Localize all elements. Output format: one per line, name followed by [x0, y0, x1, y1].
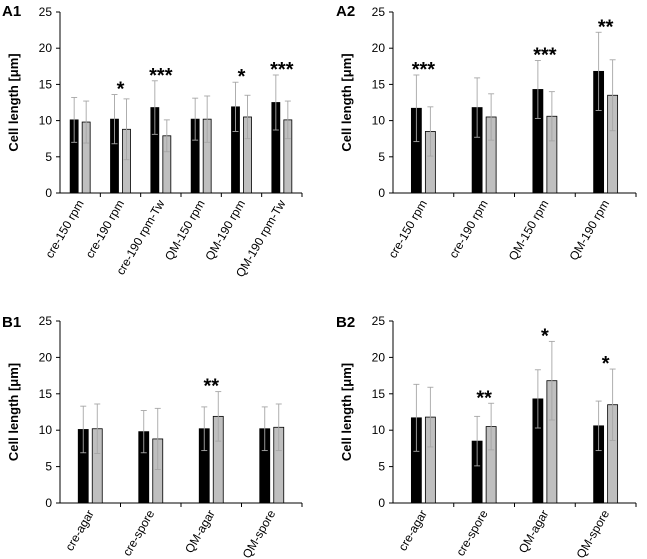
y-axis-label: Cell length [μm]	[6, 363, 21, 461]
y-axis-label: Cell length [μm]	[339, 363, 354, 461]
y-tick-label: 25	[39, 5, 53, 19]
significance-marker: *	[602, 353, 610, 375]
y-tick-label: 5	[378, 460, 385, 474]
category-label: QM-spore	[240, 507, 279, 559]
y-axis-label: Cell length [μm]	[339, 53, 354, 151]
category-label: cre-agar	[62, 508, 96, 554]
panel-a1: A1 0 5 10 15 20 25 Cell length [μm] cre-150 rpm…	[2, 3, 303, 280]
category-label: cre-150 rpm	[42, 197, 86, 260]
y-tick-label: 5	[45, 460, 52, 474]
category-label: QM-190 rpm	[566, 198, 612, 263]
y-axis-label: Cell length [μm]	[6, 53, 21, 151]
panel-label-b1: B1	[2, 314, 21, 331]
chart-b1: 0 5 10 15 20 25 Cell length [μm] cre-agar cre-sp…	[6, 314, 303, 559]
chart-a2: 0 5 10 15 20 25 Cell length [μm] *** cre-150 rpm…	[339, 5, 637, 263]
y-tick-label: 10	[372, 423, 386, 437]
category-label: cre-spore	[453, 507, 491, 558]
significance-marker: **	[598, 16, 614, 38]
significance-marker: *	[238, 66, 246, 88]
y-tick-label: 20	[39, 350, 53, 364]
category-label: QM-spore	[573, 507, 612, 559]
significance-marker: ***	[149, 65, 173, 87]
category-label: cre-agar	[396, 508, 430, 554]
y-tick-label: 15	[372, 77, 386, 91]
significance-marker: ***	[270, 59, 294, 81]
category-label: QM-agar	[182, 507, 218, 555]
y-tick-label: 25	[372, 5, 386, 19]
y-tick-label: 5	[378, 150, 385, 164]
y-tick-label: 25	[372, 314, 386, 328]
significance-marker: **	[203, 376, 219, 398]
y-tick-label: 25	[39, 314, 53, 328]
y-tick-label: 10	[39, 114, 53, 128]
y-tick-label: 0	[378, 496, 385, 510]
significance-marker: *	[117, 79, 125, 101]
y-tick-label: 5	[45, 150, 52, 164]
panel-b1: B1 0 5 10 15 20 25 Cell length [μm] cre-agar cre…	[2, 314, 303, 559]
category-label: QM-190 rpm	[202, 198, 248, 263]
panel-label-b2: B2	[336, 314, 355, 331]
y-tick-label: 0	[378, 186, 385, 200]
y-tick-label: 10	[39, 423, 53, 437]
y-tick-label: 20	[372, 350, 386, 364]
y-tick-label: 15	[39, 77, 53, 91]
category-label: cre-190 rpm	[446, 197, 490, 260]
y-tick-label: 15	[372, 387, 386, 401]
y-tick-label: 0	[45, 186, 52, 200]
significance-marker: *	[541, 325, 549, 347]
category-label: cre-150 rpm	[386, 197, 430, 260]
category-label: QM-150 rpm	[506, 198, 552, 263]
chart-a1: 0 5 10 15 20 25 Cell length [μm] cre-150 rpm * cr…	[6, 5, 303, 280]
panel-label-a1: A1	[2, 3, 21, 20]
category-label: cre-spore	[120, 507, 158, 558]
y-tick-label: 10	[372, 114, 386, 128]
category-label: cre-190 rpm	[83, 197, 127, 260]
y-tick-label: 15	[39, 387, 53, 401]
significance-marker: **	[476, 387, 492, 409]
category-label: QM-agar	[516, 507, 552, 555]
y-tick-label: 20	[372, 41, 386, 55]
panel-a2: A2 0 5 10 15 20 25 Cell length [μm] *** cre-150 …	[336, 3, 637, 263]
significance-marker: ***	[533, 45, 557, 67]
category-label: QM-150 rpm	[162, 198, 208, 263]
y-tick-label: 20	[39, 41, 53, 55]
panel-label-a2: A2	[336, 3, 355, 20]
y-tick-label: 0	[45, 496, 52, 510]
significance-marker: ***	[412, 59, 436, 81]
